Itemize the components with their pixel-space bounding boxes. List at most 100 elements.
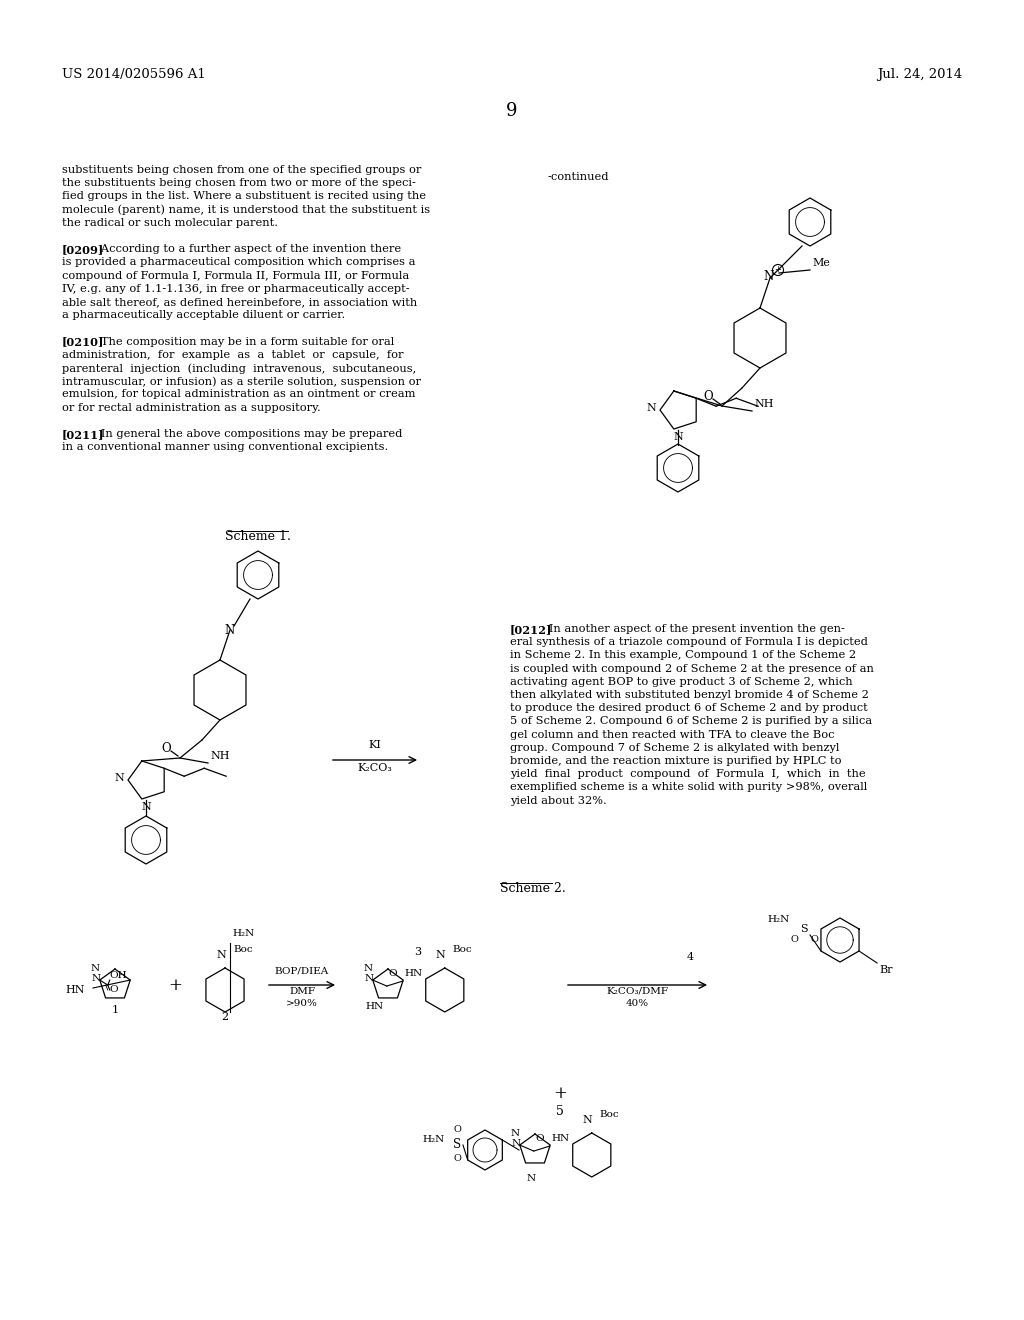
Text: 9: 9 (506, 102, 518, 120)
Text: N: N (436, 950, 445, 960)
Text: is provided a pharmaceutical composition which comprises a: is provided a pharmaceutical composition… (62, 257, 416, 268)
Text: a pharmaceutically acceptable diluent or carrier.: a pharmaceutically acceptable diluent or… (62, 310, 345, 321)
Text: gel column and then reacted with TFA to cleave the Boc: gel column and then reacted with TFA to … (510, 730, 835, 739)
Text: OH: OH (110, 972, 127, 979)
Text: N: N (673, 432, 683, 442)
Text: US 2014/0205596 A1: US 2014/0205596 A1 (62, 69, 206, 81)
Text: emulsion, for topical administration as an ointment or cream: emulsion, for topical administration as … (62, 389, 416, 400)
Text: NH: NH (210, 751, 229, 762)
Text: Boc: Boc (233, 945, 253, 954)
Text: Me: Me (812, 257, 829, 268)
Text: the radical or such molecular parent.: the radical or such molecular parent. (62, 218, 278, 228)
Text: 4: 4 (686, 952, 693, 962)
Text: N: N (365, 974, 374, 983)
Text: N: N (646, 403, 656, 413)
Text: eral synthesis of a triazole compound of Formula I is depicted: eral synthesis of a triazole compound of… (510, 638, 868, 647)
Text: >90%: >90% (286, 999, 317, 1008)
Text: -continued: -continued (548, 172, 609, 182)
Text: N: N (141, 803, 151, 812)
Text: H₂N: H₂N (423, 1135, 445, 1144)
Text: IV, e.g. any of 1.1-1.136, in free or pharmaceutically accept-: IV, e.g. any of 1.1-1.136, in free or ph… (62, 284, 410, 294)
Text: N: N (92, 974, 101, 983)
Text: N: N (225, 623, 236, 636)
Text: K₂CO₃: K₂CO₃ (357, 763, 392, 774)
Text: is coupled with compound 2 of Scheme 2 at the presence of an: is coupled with compound 2 of Scheme 2 a… (510, 664, 873, 673)
Text: then alkylated with substituted benzyl bromide 4 of Scheme 2: then alkylated with substituted benzyl b… (510, 690, 869, 700)
Text: N: N (583, 1115, 593, 1125)
Text: Br: Br (879, 965, 893, 975)
Text: In another aspect of the present invention the gen-: In another aspect of the present inventi… (539, 624, 845, 634)
Text: In general the above compositions may be prepared: In general the above compositions may be… (90, 429, 402, 440)
Text: O: O (161, 742, 171, 755)
Text: the substituents being chosen from two or more of the speci-: the substituents being chosen from two o… (62, 178, 416, 189)
Text: Boc: Boc (600, 1110, 620, 1119)
Text: in Scheme 2. In this example, Compound 1 of the Scheme 2: in Scheme 2. In this example, Compound 1… (510, 651, 856, 660)
Text: able salt thereof, as defined hereinbefore, in association with: able salt thereof, as defined hereinbefo… (62, 297, 417, 308)
Text: [0212]: [0212] (510, 624, 552, 635)
Text: parenteral  injection  (including  intravenous,  subcutaneous,: parenteral injection (including intraven… (62, 363, 416, 374)
Text: group. Compound 7 of Scheme 2 is alkylated with benzyl: group. Compound 7 of Scheme 2 is alkylat… (510, 743, 840, 752)
Text: NH: NH (754, 399, 773, 409)
Text: N: N (512, 1139, 521, 1148)
Text: N: N (764, 269, 774, 282)
Text: 40%: 40% (626, 999, 649, 1008)
Text: activating agent BOP to give product 3 of Scheme 2, which: activating agent BOP to give product 3 o… (510, 677, 853, 686)
Text: 5: 5 (556, 1105, 564, 1118)
Text: exemplified scheme is a white solid with purity >98%, overall: exemplified scheme is a white solid with… (510, 783, 867, 792)
Text: O: O (536, 1134, 545, 1143)
Text: S: S (800, 924, 808, 935)
Text: yield about 32%.: yield about 32%. (510, 796, 607, 805)
Text: [0210]: [0210] (62, 337, 104, 347)
Text: BOP/DIEA: BOP/DIEA (274, 966, 329, 975)
Text: O: O (810, 935, 818, 944)
Text: N: N (526, 1173, 536, 1183)
Text: to produce the desired product 6 of Scheme 2 and by product: to produce the desired product 6 of Sche… (510, 704, 867, 713)
Text: O: O (453, 1125, 461, 1134)
Text: substituents being chosen from one of the specified groups or: substituents being chosen from one of th… (62, 165, 421, 176)
Text: HN: HN (552, 1134, 570, 1143)
Text: [0211]: [0211] (62, 429, 104, 440)
Text: KI: KI (369, 741, 381, 750)
Text: [0209]: [0209] (62, 244, 104, 255)
Text: 5 of Scheme 2. Compound 6 of Scheme 2 is purified by a silica: 5 of Scheme 2. Compound 6 of Scheme 2 is… (510, 717, 872, 726)
Text: O: O (389, 969, 397, 978)
Text: K₂CO₃/DMF: K₂CO₃/DMF (606, 987, 669, 997)
Text: The composition may be in a form suitable for oral: The composition may be in a form suitabl… (90, 337, 394, 347)
Text: Jul. 24, 2014: Jul. 24, 2014 (877, 69, 962, 81)
Text: compound of Formula I, Formula II, Formula III, or Formula: compound of Formula I, Formula II, Formu… (62, 271, 410, 281)
Text: O: O (110, 985, 119, 994)
Text: N: N (510, 1129, 519, 1138)
Text: S: S (453, 1138, 461, 1151)
Text: intramuscular, or infusion) as a sterile solution, suspension or: intramuscular, or infusion) as a sterile… (62, 376, 421, 387)
Text: 2: 2 (221, 1012, 228, 1022)
Text: N: N (90, 964, 99, 973)
Text: O: O (703, 389, 713, 403)
Text: Scheme 1.: Scheme 1. (225, 531, 291, 543)
Text: fied groups in the list. Where a substituent is recited using the: fied groups in the list. Where a substit… (62, 191, 426, 202)
Text: yield  final  product  compound  of  Formula  I,  which  in  the: yield final product compound of Formula … (510, 770, 865, 779)
Text: 3: 3 (415, 946, 422, 957)
Text: H₂N: H₂N (232, 929, 254, 939)
Text: Boc: Boc (453, 945, 472, 954)
Text: N: N (115, 774, 124, 783)
Text: or for rectal administration as a suppository.: or for rectal administration as a suppos… (62, 403, 321, 413)
Text: O: O (791, 935, 798, 944)
Text: DMF: DMF (289, 987, 315, 997)
Text: O: O (453, 1154, 461, 1163)
Text: 1: 1 (112, 1005, 119, 1015)
Text: bromide, and the reaction mixture is purified by HPLC to: bromide, and the reaction mixture is pur… (510, 756, 842, 766)
Text: +: + (168, 977, 182, 994)
Text: HN: HN (66, 985, 85, 995)
Text: administration,  for  example  as  a  tablet  or  capsule,  for: administration, for example as a tablet … (62, 350, 403, 360)
Text: According to a further aspect of the invention there: According to a further aspect of the inv… (90, 244, 401, 255)
Text: HN: HN (366, 1002, 384, 1011)
Text: +: + (774, 265, 781, 275)
Text: H₂N: H₂N (768, 915, 790, 924)
Text: HN: HN (404, 969, 423, 978)
Text: +: + (553, 1085, 567, 1102)
Text: N: N (216, 950, 226, 960)
Text: in a conventional manner using conventional excipients.: in a conventional manner using conventio… (62, 442, 388, 453)
Text: molecule (parent) name, it is understood that the substituent is: molecule (parent) name, it is understood… (62, 205, 430, 215)
Text: Scheme 2.: Scheme 2. (500, 882, 565, 895)
Text: N: N (364, 964, 373, 973)
